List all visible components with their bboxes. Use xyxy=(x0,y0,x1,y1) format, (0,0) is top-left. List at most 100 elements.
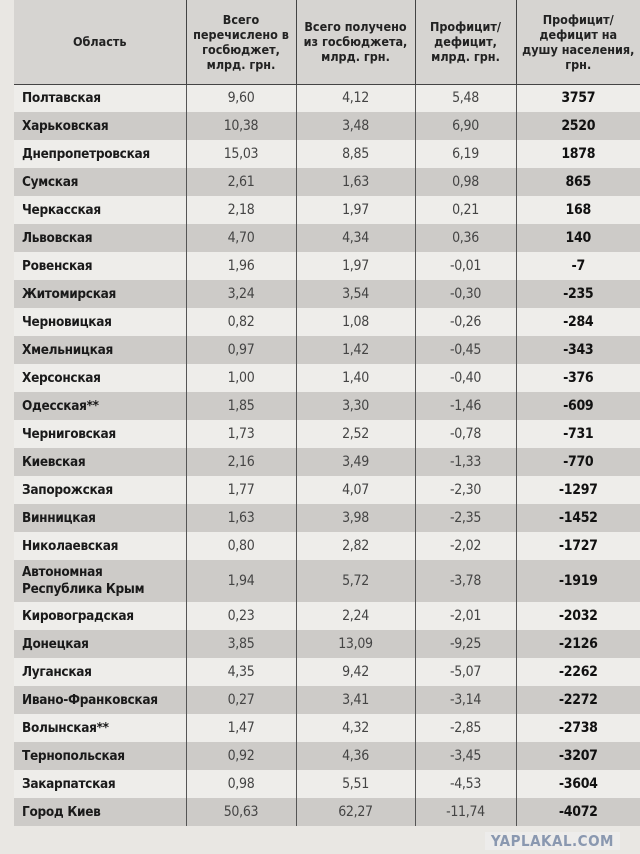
table-row: Львовская 4,70 4,34 0,36 140 xyxy=(14,224,640,252)
cell-received: 4,07 xyxy=(295,476,415,504)
cell-transferred: 0,92 xyxy=(185,742,296,770)
cell-transferred: 2,16 xyxy=(185,448,296,476)
header-row: Область Всего перечислено в госбюджет, м… xyxy=(14,0,640,85)
cell-received: 1,08 xyxy=(295,308,415,336)
cell-per-capita: -284 xyxy=(515,308,640,336)
cell-received: 5,51 xyxy=(295,770,415,798)
table-row: Черниговская 1,73 2,52 -0,78 -731 xyxy=(14,420,640,448)
cell-per-capita: 1878 xyxy=(515,140,640,168)
cell-per-capita: -731 xyxy=(515,420,640,448)
cell-received: 1,42 xyxy=(295,336,415,364)
cell-balance: -2,02 xyxy=(414,532,516,560)
cell-region: Одесская** xyxy=(14,392,186,420)
cell-received: 3,41 xyxy=(295,686,415,714)
cell-region: Киевская xyxy=(14,448,186,476)
cell-region: Херсонская xyxy=(14,364,186,392)
table-row: Черновицкая 0,82 1,08 -0,26 -284 xyxy=(14,308,640,336)
cell-region: Харьковская xyxy=(14,112,186,140)
cell-region: Житомирская xyxy=(14,280,186,308)
cell-per-capita: -770 xyxy=(515,448,640,476)
cell-balance: -0,30 xyxy=(414,280,516,308)
cell-balance: -1,33 xyxy=(414,448,516,476)
cell-balance: -2,01 xyxy=(414,602,516,630)
table-row: Херсонская 1,00 1,40 -0,40 -376 xyxy=(14,364,640,392)
cell-region: Полтавская xyxy=(14,84,186,112)
table-row: Днепропетровская 15,03 8,85 6,19 1878 xyxy=(14,140,640,168)
cell-balance: -3,78 xyxy=(414,560,516,602)
cell-received: 2,82 xyxy=(295,532,415,560)
cell-region: Черновицкая xyxy=(14,308,186,336)
cell-per-capita: -609 xyxy=(515,392,640,420)
table-row: Донецкая 3,85 13,09 -9,25 -2126 xyxy=(14,630,640,658)
cell-region: Черкасская xyxy=(14,196,186,224)
table-row: Киевская 2,16 3,49 -1,33 -770 xyxy=(14,448,640,476)
cell-balance: -2,85 xyxy=(414,714,516,742)
cell-transferred: 1,96 xyxy=(185,252,296,280)
cell-per-capita: -3604 xyxy=(515,770,640,798)
cell-received: 1,97 xyxy=(295,252,415,280)
cell-per-capita: -1727 xyxy=(515,532,640,560)
cell-per-capita: -3207 xyxy=(515,742,640,770)
cell-balance: 0,98 xyxy=(414,168,516,196)
table-row: Винницкая 1,63 3,98 -2,35 -1452 xyxy=(14,504,640,532)
cell-region: Тернопольская xyxy=(14,742,186,770)
cell-transferred: 0,82 xyxy=(185,308,296,336)
cell-received: 3,98 xyxy=(295,504,415,532)
cell-received: 9,42 xyxy=(295,658,415,686)
cell-per-capita: -343 xyxy=(515,336,640,364)
cell-per-capita: 168 xyxy=(515,196,640,224)
cell-transferred: 15,03 xyxy=(185,140,296,168)
cell-balance: 0,21 xyxy=(414,196,516,224)
cell-transferred: 1,77 xyxy=(185,476,296,504)
cell-balance: -11,74 xyxy=(414,798,516,826)
cell-balance: -0,78 xyxy=(414,420,516,448)
cell-per-capita: -1919 xyxy=(515,560,640,602)
cell-transferred: 3,85 xyxy=(185,630,296,658)
cell-received: 3,49 xyxy=(295,448,415,476)
cell-transferred: 1,00 xyxy=(185,364,296,392)
cell-per-capita: -4072 xyxy=(515,798,640,826)
cell-received: 1,40 xyxy=(295,364,415,392)
cell-per-capita: -2272 xyxy=(515,686,640,714)
cell-balance: -4,53 xyxy=(414,770,516,798)
table-row: Волынская** 1,47 4,32 -2,85 -2738 xyxy=(14,714,640,742)
cell-transferred: 0,97 xyxy=(185,336,296,364)
cell-received: 2,52 xyxy=(295,420,415,448)
cell-transferred: 50,63 xyxy=(185,798,296,826)
cell-received: 3,30 xyxy=(295,392,415,420)
table-row: Кировоградская 0,23 2,24 -2,01 -2032 xyxy=(14,602,640,630)
cell-region: Луганская xyxy=(14,658,186,686)
cell-per-capita: -235 xyxy=(515,280,640,308)
cell-per-capita: -7 xyxy=(515,252,640,280)
table-row: Тернопольская 0,92 4,36 -3,45 -3207 xyxy=(14,742,640,770)
cell-transferred: 0,23 xyxy=(185,602,296,630)
header-region: Область xyxy=(14,0,186,85)
table-row: Хмельницкая 0,97 1,42 -0,45 -343 xyxy=(14,336,640,364)
cell-received: 4,32 xyxy=(295,714,415,742)
cell-transferred: 9,60 xyxy=(185,84,296,112)
cell-balance: -0,26 xyxy=(414,308,516,336)
cell-received: 2,24 xyxy=(295,602,415,630)
table-row: Автономная Республика Крым 1,94 5,72 -3,78-… xyxy=(14,560,640,602)
cell-received: 13,09 xyxy=(295,630,415,658)
cell-transferred: 0,98 xyxy=(185,770,296,798)
cell-transferred: 1,63 xyxy=(185,504,296,532)
cell-received: 4,34 xyxy=(295,224,415,252)
cell-region: Черниговская xyxy=(14,420,186,448)
cell-transferred: 1,94 xyxy=(185,560,296,602)
table-row: Ровенская 1,96 1,97 -0,01 -7 xyxy=(14,252,640,280)
cell-transferred: 10,38 xyxy=(185,112,296,140)
cell-balance: -2,35 xyxy=(414,504,516,532)
table-row: Черкасская 2,18 1,97 0,21 168 xyxy=(14,196,640,224)
table-row: Ивано-Франковская 0,27 3,41 -3,14 -2272 xyxy=(14,686,640,714)
cell-region: Запорожская xyxy=(14,476,186,504)
cell-region: Ровенская xyxy=(14,252,186,280)
header-per-capita: Профицит/ дефицит на душу населения, грн… xyxy=(515,0,640,85)
cell-received: 3,54 xyxy=(295,280,415,308)
table-row: Житомирская 3,24 3,54 -0,30 -235 xyxy=(14,280,640,308)
cell-region: Сумская xyxy=(14,168,186,196)
cell-per-capita: -2738 xyxy=(515,714,640,742)
cell-transferred: 1,85 xyxy=(185,392,296,420)
cell-transferred: 2,18 xyxy=(185,196,296,224)
cell-received: 4,36 xyxy=(295,742,415,770)
